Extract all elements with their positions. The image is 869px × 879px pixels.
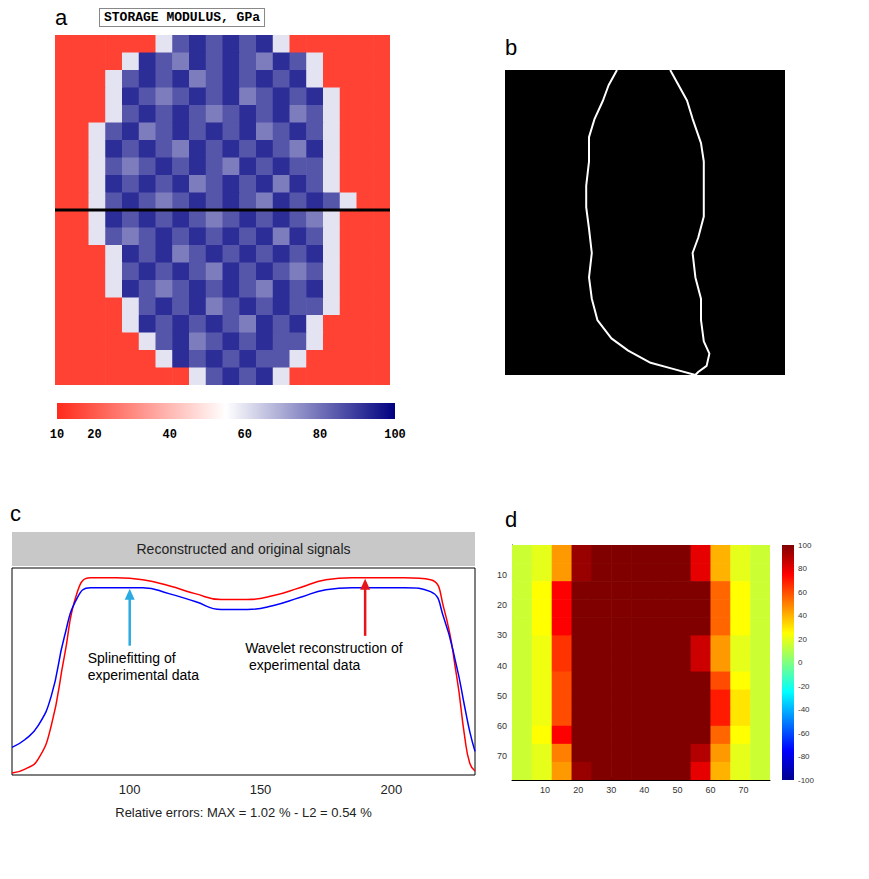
svg-text:0: 0 — [798, 658, 803, 667]
svg-text:70: 70 — [497, 751, 507, 761]
svg-text:20: 20 — [798, 635, 807, 644]
svg-text:30: 30 — [606, 785, 616, 795]
svg-text:40: 40 — [497, 661, 507, 671]
svg-text:100: 100 — [119, 782, 141, 797]
svg-text:10: 10 — [50, 428, 64, 442]
svg-text:-100: -100 — [798, 776, 815, 785]
svg-text:a: a — [55, 5, 68, 30]
svg-text:50: 50 — [672, 785, 682, 795]
svg-text:Relative errors: MAX = 1.02 %: Relative errors: MAX = 1.02 % - L2 = 0.5… — [115, 805, 372, 820]
svg-text:150: 150 — [250, 782, 272, 797]
svg-text:c: c — [10, 501, 21, 526]
svg-text:70: 70 — [739, 785, 749, 795]
svg-text:d: d — [505, 507, 517, 532]
svg-text:40: 40 — [798, 611, 807, 620]
svg-text:experimental data: experimental data — [245, 657, 360, 673]
svg-text:b: b — [505, 35, 517, 60]
svg-text:60: 60 — [497, 721, 507, 731]
svg-text:100: 100 — [798, 541, 812, 550]
svg-text:Splinefitting of: Splinefitting of — [88, 650, 180, 666]
svg-text:Reconstructed and original sig: Reconstructed and original signals — [136, 541, 350, 557]
svg-text:200: 200 — [380, 782, 402, 797]
svg-text:60: 60 — [798, 588, 807, 597]
svg-text:-40: -40 — [798, 705, 810, 714]
svg-text:80: 80 — [313, 428, 327, 442]
svg-text:Wavelet reconstruction of: Wavelet reconstruction of — [245, 640, 403, 656]
svg-text:STORAGE MODULUS, GPa: STORAGE MODULUS, GPa — [104, 10, 260, 25]
svg-text:-80: -80 — [798, 752, 810, 761]
svg-text:-60: -60 — [798, 729, 810, 738]
svg-text:10: 10 — [497, 570, 507, 580]
svg-text:60: 60 — [705, 785, 715, 795]
svg-text:-20: -20 — [798, 682, 810, 691]
svg-text:100: 100 — [384, 428, 406, 442]
svg-text:10: 10 — [540, 785, 550, 795]
svg-text:60: 60 — [238, 428, 252, 442]
svg-text:20: 20 — [497, 600, 507, 610]
svg-text:experimental data: experimental data — [88, 667, 200, 683]
svg-text:20: 20 — [573, 785, 583, 795]
svg-text:50: 50 — [497, 691, 507, 701]
svg-text:80: 80 — [798, 564, 807, 573]
svg-text:30: 30 — [497, 630, 507, 640]
svg-text:40: 40 — [162, 428, 176, 442]
svg-text:20: 20 — [87, 428, 101, 442]
svg-text:40: 40 — [639, 785, 649, 795]
